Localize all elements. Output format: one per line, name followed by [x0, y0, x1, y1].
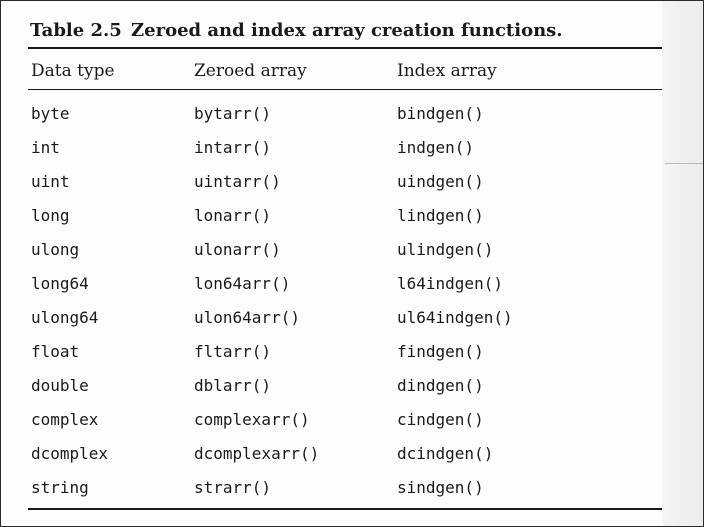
zeroed-array-cell: ulonarr() — [194, 240, 281, 259]
zeroed-array-cell: intarr() — [194, 138, 272, 157]
data-type-cell: uint — [31, 172, 70, 191]
index-array-cell: l64indgen() — [397, 274, 503, 293]
index-array-cell: lindgen() — [397, 206, 484, 225]
table-row: long64 lon64arr() l64indgen() — [1, 271, 662, 305]
table-row: int intarr() indgen() — [1, 135, 662, 169]
data-type-cell: ulong — [31, 240, 80, 259]
data-type-cell: long64 — [31, 274, 89, 293]
index-array-cell: dindgen() — [397, 376, 484, 395]
zeroed-array-cell: strarr() — [194, 478, 272, 497]
page-edge-shadow — [662, 1, 703, 526]
header-data-type: Data type — [31, 61, 115, 81]
top-rule — [28, 47, 662, 49]
bottom-rule — [28, 508, 662, 510]
table-row: long lonarr() lindgen() — [1, 203, 662, 237]
zeroed-array-cell: dblarr() — [194, 376, 272, 395]
data-type-cell: string — [31, 478, 89, 497]
index-array-cell: ulindgen() — [397, 240, 494, 259]
zeroed-array-cell: complexarr() — [194, 410, 310, 429]
zeroed-array-cell: lonarr() — [194, 206, 272, 225]
index-array-cell: indgen() — [397, 138, 475, 157]
data-type-cell: double — [31, 376, 89, 395]
zeroed-array-cell: dcomplexarr() — [194, 444, 320, 463]
index-array-cell: sindgen() — [397, 478, 484, 497]
index-array-cell: cindgen() — [397, 410, 484, 429]
header-zeroed-array: Zeroed array — [194, 61, 307, 81]
table-row: double dblarr() dindgen() — [1, 373, 662, 407]
index-array-cell: ul64indgen() — [397, 308, 513, 327]
table-row: complex complexarr() cindgen() — [1, 407, 662, 441]
data-type-cell: float — [31, 342, 80, 361]
header-rule — [28, 89, 662, 90]
zeroed-array-cell: uintarr() — [194, 172, 281, 191]
index-array-cell: findgen() — [397, 342, 484, 361]
data-type-cell: ulong64 — [31, 308, 99, 327]
table-header: Data type Zeroed array Index array — [1, 61, 662, 85]
zeroed-array-cell: fltarr() — [194, 342, 272, 361]
table-caption: Table 2.5 Zeroed and index array creation… — [30, 20, 563, 41]
header-index-array: Index array — [397, 61, 497, 81]
table-row: string strarr() sindgen() — [1, 475, 662, 509]
zeroed-array-cell: ulon64arr() — [194, 308, 300, 327]
index-array-cell: uindgen() — [397, 172, 484, 191]
facing-page-mark — [665, 163, 703, 164]
index-array-cell: bindgen() — [397, 104, 484, 123]
data-type-cell: byte — [31, 104, 70, 123]
table-row: dcomplex dcomplexarr() dcindgen() — [1, 441, 662, 475]
table-row: byte bytarr() bindgen() — [1, 101, 662, 135]
table-row: ulong64 ulon64arr() ul64indgen() — [1, 305, 662, 339]
table-row: ulong ulonarr() ulindgen() — [1, 237, 662, 271]
data-type-cell: int — [31, 138, 60, 157]
table-body: byte bytarr() bindgen() int intarr() ind… — [1, 101, 662, 509]
zeroed-array-cell: bytarr() — [194, 104, 272, 123]
table-row: float fltarr() findgen() — [1, 339, 662, 373]
data-type-cell: dcomplex — [31, 444, 109, 463]
index-array-cell: dcindgen() — [397, 444, 494, 463]
table-title: Zeroed and index array creation function… — [131, 20, 563, 41]
data-type-cell: long — [31, 206, 70, 225]
data-type-cell: complex — [31, 410, 99, 429]
table-row: uint uintarr() uindgen() — [1, 169, 662, 203]
zeroed-array-cell: lon64arr() — [194, 274, 291, 293]
table-number: Table 2.5 — [30, 20, 122, 41]
